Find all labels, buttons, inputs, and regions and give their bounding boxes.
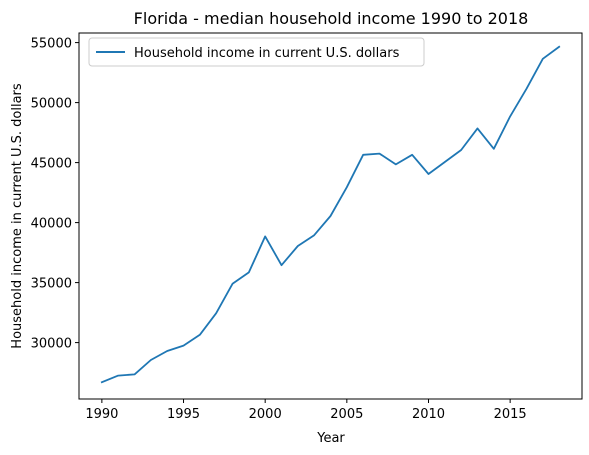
x-axis-title: Year	[316, 431, 345, 446]
x-tick-label: 2000	[249, 407, 282, 422]
x-tick-label: 2005	[330, 407, 363, 422]
chart-title: Florida - median household income 1990 t…	[134, 9, 529, 28]
legend-label: Household income in current U.S. dollars	[134, 46, 400, 61]
series-line	[100, 45, 561, 384]
y-tick-label: 30000	[31, 337, 72, 352]
x-tick-label: 1995	[167, 407, 200, 422]
plot-area: 1990 1995 2000 2005 2010 2015 30000 35000 40000…	[31, 32, 583, 422]
y-tick-label: 40000	[31, 217, 72, 232]
y-tick-label: 45000	[31, 157, 72, 172]
legend-box	[88, 37, 425, 67]
y-tick-label: 50000	[31, 97, 72, 112]
legend: Household income in current U.S. dollars	[88, 37, 425, 67]
x-axis: 1990 1995 2000 2005 2010 2015	[85, 399, 527, 422]
y-tick-label: 55000	[31, 37, 72, 52]
series-layer	[100, 45, 561, 384]
plot-frame	[78, 32, 583, 400]
y-axis-title: Household income in current U.S. dollars	[10, 83, 25, 349]
x-tick-label: 2015	[494, 407, 527, 422]
y-tick-label: 35000	[31, 277, 72, 292]
y-axis: 30000 35000 40000 45000 50000 55000	[31, 37, 79, 352]
x-tick-label: 1990	[85, 407, 118, 422]
x-tick-label: 2010	[412, 407, 445, 422]
